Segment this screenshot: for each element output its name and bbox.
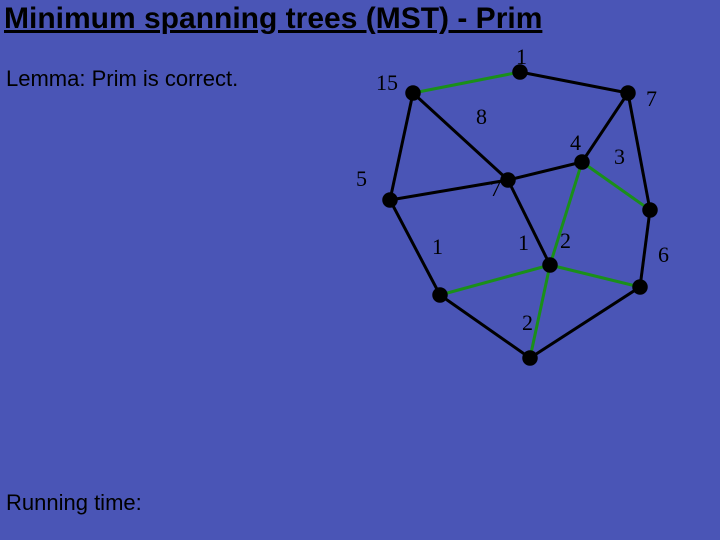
edge-weight-7: 7 <box>490 176 501 202</box>
edge-A-E <box>413 93 508 180</box>
edge-I-J <box>550 265 640 287</box>
edge-weight-4: 4 <box>570 130 581 156</box>
edge-I-K <box>530 265 550 358</box>
edge-B-C <box>520 72 628 93</box>
edge-H-I <box>440 265 550 295</box>
node-C <box>621 86 635 100</box>
edge-weight-0: 1 <box>516 44 527 70</box>
edge-weight-11: 6 <box>658 242 669 268</box>
edge-weight-8: 1 <box>432 234 443 260</box>
edge-weight-12: 2 <box>522 310 533 336</box>
node-E <box>501 173 515 187</box>
node-K <box>523 351 537 365</box>
edge-J-K <box>530 287 640 358</box>
node-J <box>633 280 647 294</box>
node-G <box>643 203 657 217</box>
edge-E-I <box>508 180 550 265</box>
edge-weight-10: 2 <box>560 228 571 254</box>
edge-A-D <box>390 93 413 200</box>
edge-weight-3: 8 <box>476 104 487 130</box>
slide: Minimum spanning trees (MST) - Prim Lemm… <box>0 0 720 540</box>
graph-svg <box>350 50 720 380</box>
edge-G-J <box>640 210 650 287</box>
edge-E-F <box>508 162 582 180</box>
page-title: Minimum spanning trees (MST) - Prim <box>4 2 542 36</box>
edge-weight-1: 15 <box>376 70 398 96</box>
edge-weight-5: 3 <box>614 144 625 170</box>
edge-weight-6: 5 <box>356 166 367 192</box>
running-time-label: Running time: <box>6 490 142 516</box>
node-D <box>383 193 397 207</box>
node-A <box>406 86 420 100</box>
edge-weight-2: 7 <box>646 86 657 112</box>
edge-H-K <box>440 295 530 358</box>
node-I <box>543 258 557 272</box>
edge-A-B <box>413 72 520 93</box>
node-H <box>433 288 447 302</box>
edge-weight-9: 1 <box>518 230 529 256</box>
node-F <box>575 155 589 169</box>
lemma-text: Lemma: Prim is correct. <box>6 66 238 92</box>
mst-graph: 11578435711262 <box>350 50 720 380</box>
